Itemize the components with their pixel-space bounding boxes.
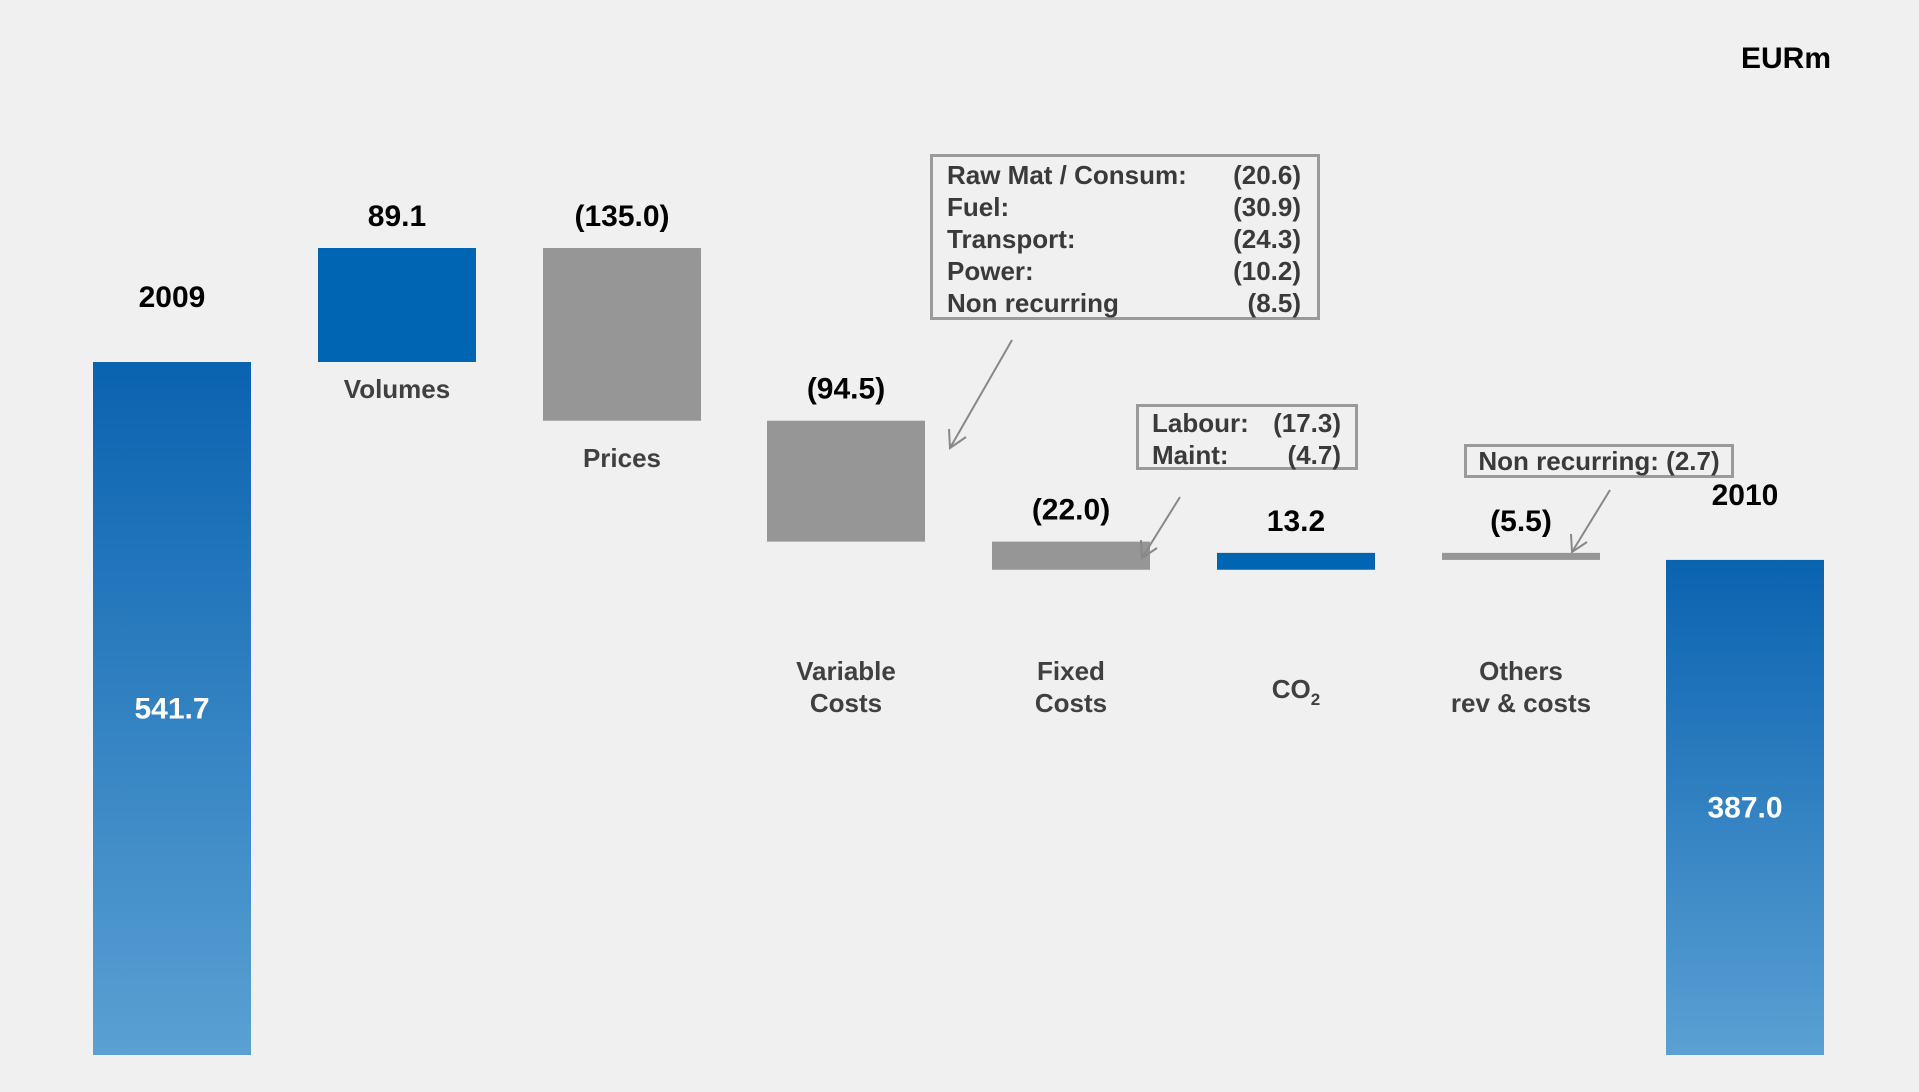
breakdown-row: Fuel: (30.9) [947, 191, 1301, 223]
unit-label: EURm [1740, 42, 1831, 75]
bar-co2 [1217, 552, 1375, 570]
breakdown-value: (17.3) [1273, 408, 1341, 438]
category-label-fixed-costs: Costs [1035, 688, 1107, 718]
breakdown-value: (10.2) [1233, 256, 1301, 286]
breakdown-text: Non recurring: (2.7) [1478, 446, 1720, 476]
bar-2010 [1666, 559, 1824, 1055]
breakdown-label: Labour: [1152, 408, 1249, 438]
data-label-others-rev-costs: (5.5) [1490, 505, 1552, 538]
breakdown-label: Raw Mat / Consum: [947, 160, 1187, 190]
arrow-others-head [1570, 533, 1588, 554]
data-label-prices: (135.0) [574, 200, 669, 233]
breakdown-value: (8.5) [1247, 288, 1301, 318]
breakdown-label: Maint: [1152, 440, 1229, 470]
bar-fixed-costs [992, 541, 1150, 570]
breakdown-label: Transport: [947, 224, 1076, 254]
breakdown-value: (4.7) [1287, 440, 1341, 470]
data-label-2009: 541.7 [134, 693, 209, 726]
category-label-variable-costs: Costs [810, 688, 882, 718]
data-label-volumes: 89.1 [368, 200, 426, 233]
breakdown-row: Non recurring: (2.7) [1475, 447, 1723, 475]
category-label-others-rev-costs: rev & costs [1451, 688, 1591, 718]
data-label-fixed-costs: (22.0) [1032, 494, 1110, 527]
category-label-prices: Prices [583, 443, 661, 473]
category-label-co2: CO2 [1272, 674, 1320, 709]
breakdown-row: Power: (10.2) [947, 255, 1301, 287]
arrow-fixed-costs-head [1140, 539, 1158, 560]
category-label-volumes: Volumes [344, 374, 450, 404]
breakdown-row: Transport: (24.3) [947, 223, 1301, 255]
arrow-variable-costs [949, 339, 1013, 449]
arrow-fixed-costs [1141, 496, 1181, 559]
bar-others-rev-costs [1442, 552, 1600, 560]
category-label-others-rev-costs: Others [1479, 656, 1563, 686]
fixed-costs-breakdown-box: Labour: (17.3) Maint: (4.7) [1136, 404, 1358, 470]
category-label-variable-costs: Variable [796, 656, 896, 686]
breakdown-row: Labour: (17.3) [1152, 407, 1341, 439]
breakdown-label: Non recurring [947, 288, 1119, 318]
data-label-variable-costs: (94.5) [807, 373, 885, 406]
breakdown-row: Non recurring (8.5) [947, 287, 1301, 319]
breakdown-row: Maint: (4.7) [1152, 439, 1341, 471]
category-label-2009: 2009 [139, 281, 206, 314]
arrow-others [1571, 489, 1611, 553]
bar-2009 [93, 362, 251, 1055]
breakdown-value: (30.9) [1233, 192, 1301, 222]
bar-variable-costs [767, 420, 925, 542]
others-breakdown-box: Non recurring: (2.7) [1464, 444, 1734, 478]
breakdown-value: (20.6) [1233, 160, 1301, 190]
breakdown-value: (24.3) [1233, 224, 1301, 254]
category-label-2010: 2010 [1712, 479, 1779, 512]
bar-prices [543, 248, 701, 421]
category-label-fixed-costs: Fixed [1037, 656, 1105, 686]
bar-volumes [318, 248, 476, 362]
variable-costs-breakdown-box: Raw Mat / Consum: (20.6) Fuel: (30.9) Tran… [930, 154, 1320, 320]
arrow-variable-costs-head [948, 428, 967, 450]
data-label-co2: 13.2 [1267, 505, 1325, 538]
breakdown-row: Raw Mat / Consum: (20.6) [947, 159, 1301, 191]
breakdown-label: Fuel: [947, 192, 1010, 222]
breakdown-label: Power: [947, 256, 1034, 286]
annotation-arrows [948, 339, 1611, 560]
data-label-2010: 387.0 [1707, 791, 1782, 824]
